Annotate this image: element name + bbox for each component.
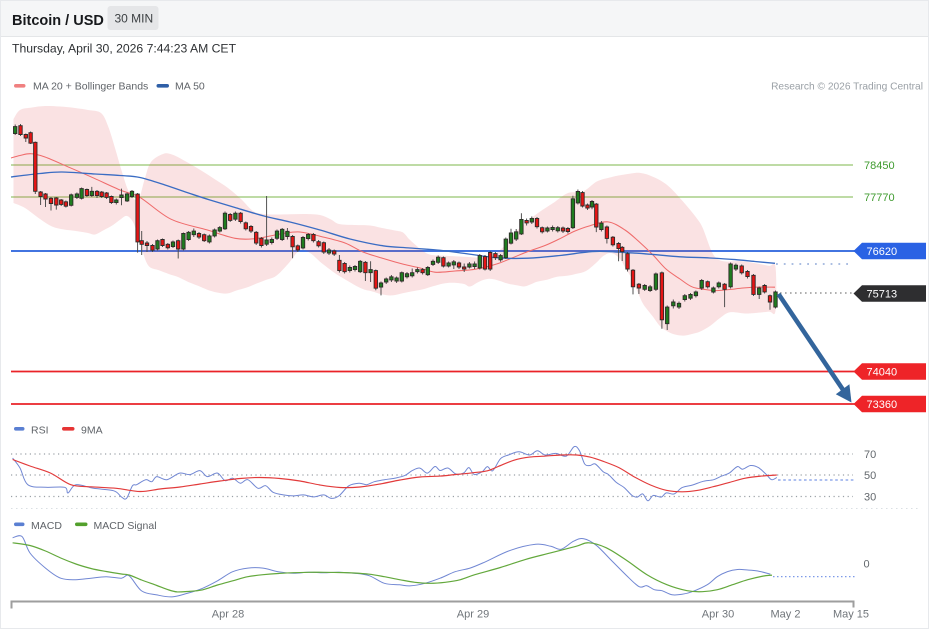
svg-text:74040: 74040 (867, 367, 898, 379)
svg-text:May 15: May 15 (833, 609, 869, 621)
svg-text:50: 50 (864, 470, 876, 482)
svg-text:70: 70 (864, 449, 876, 461)
svg-text:May 2: May 2 (771, 609, 801, 621)
svg-text:75713: 75713 (867, 289, 898, 301)
svg-text:30 MIN: 30 MIN (115, 12, 154, 26)
svg-text:MA 50: MA 50 (175, 81, 205, 93)
svg-text:0: 0 (864, 559, 870, 571)
svg-text:73360: 73360 (867, 399, 898, 411)
svg-text:Apr 30: Apr 30 (702, 609, 734, 621)
svg-text:RSI: RSI (31, 425, 49, 437)
svg-text:76620: 76620 (867, 246, 898, 258)
svg-text:Thursday, April 30, 2026 7:44:: Thursday, April 30, 2026 7:44:23 AM CET (12, 42, 237, 56)
svg-text:MACD Signal: MACD Signal (94, 520, 157, 532)
svg-text:Apr 29: Apr 29 (457, 609, 489, 621)
svg-text:MA 20 + Bollinger Bands: MA 20 + Bollinger Bands (33, 81, 148, 93)
svg-text:Bitcoin / USD: Bitcoin / USD (12, 13, 104, 29)
svg-text:Research © 2026 Trading Centra: Research © 2026 Trading Central (771, 82, 923, 93)
svg-text:MACD: MACD (31, 520, 62, 532)
svg-text:77770: 77770 (864, 192, 895, 204)
svg-text:Apr 28: Apr 28 (212, 609, 244, 621)
svg-text:9MA: 9MA (81, 425, 103, 437)
svg-text:30: 30 (864, 492, 876, 504)
svg-text:78450: 78450 (864, 160, 895, 172)
